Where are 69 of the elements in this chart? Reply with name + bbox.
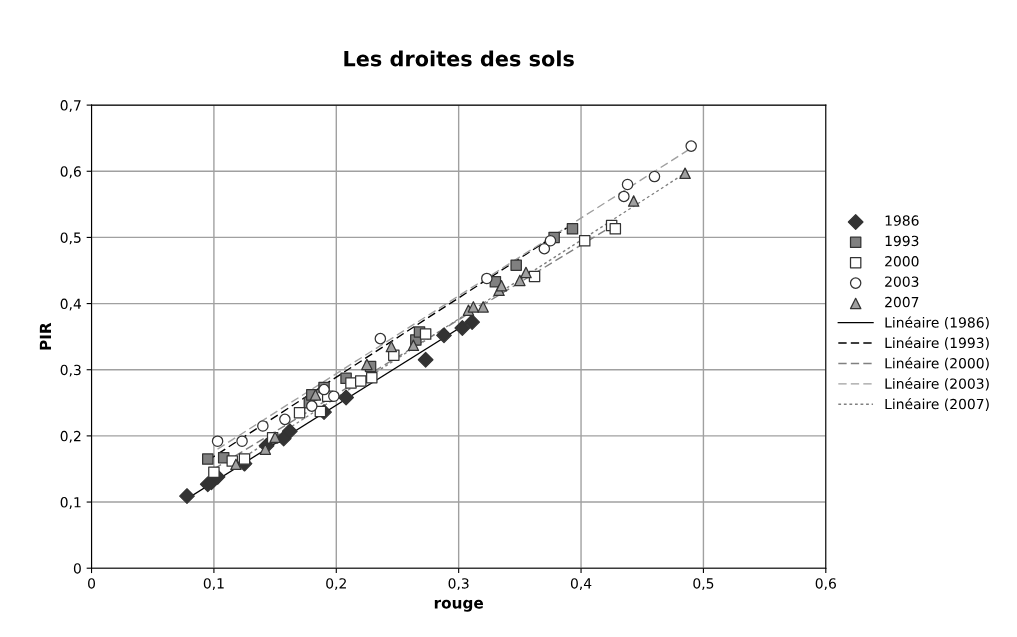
y-tick-label: 0,1 bbox=[60, 497, 81, 509]
point bbox=[477, 301, 489, 313]
point bbox=[211, 435, 224, 447]
point bbox=[514, 274, 526, 287]
point bbox=[328, 390, 340, 402]
point bbox=[419, 328, 432, 340]
point bbox=[578, 234, 591, 247]
point bbox=[454, 320, 471, 336]
point bbox=[627, 195, 640, 207]
y-tick-label: 0,7 bbox=[60, 100, 81, 112]
point bbox=[520, 266, 532, 279]
point bbox=[238, 453, 251, 465]
point bbox=[510, 259, 522, 271]
x-tick-label: 0,1 bbox=[203, 578, 224, 591]
legend-label: Linéaire (1993) bbox=[885, 336, 989, 350]
point bbox=[361, 358, 373, 371]
point bbox=[609, 223, 622, 235]
point bbox=[467, 301, 480, 313]
point bbox=[257, 420, 269, 432]
y-tick-label: 0,5 bbox=[60, 232, 81, 245]
y-tick-label: 0,2 bbox=[60, 430, 81, 443]
point bbox=[464, 314, 481, 331]
point bbox=[374, 332, 387, 345]
point bbox=[436, 327, 452, 344]
point bbox=[407, 339, 420, 352]
chart-title: Les droites des sols bbox=[344, 50, 574, 67]
y-tick-label: 0,4 bbox=[60, 298, 82, 311]
legend-label: Linéaire (2000) bbox=[885, 357, 989, 371]
point bbox=[354, 375, 367, 387]
y-tick-label: 0,6 bbox=[60, 166, 81, 179]
legend-label: Linéaire (2003) bbox=[885, 377, 989, 391]
point bbox=[293, 406, 306, 419]
point bbox=[679, 167, 691, 180]
point bbox=[385, 340, 398, 353]
legend-label: 2003 bbox=[885, 276, 919, 287]
legend-label: 2000 bbox=[885, 256, 919, 267]
point bbox=[481, 272, 493, 285]
legend-label: Linéaire (2007) bbox=[885, 397, 989, 411]
point bbox=[366, 371, 378, 384]
legend-label: 1986 bbox=[885, 215, 919, 226]
y-tick-label: 0,3 bbox=[60, 364, 81, 377]
x-tick-label: 0,3 bbox=[448, 578, 469, 591]
x-tick-label: 0,6 bbox=[815, 578, 836, 591]
point bbox=[618, 190, 630, 203]
point bbox=[566, 223, 579, 235]
point bbox=[279, 413, 291, 426]
legend-label: 2007 bbox=[885, 296, 919, 308]
x-axis-title: rouge bbox=[434, 599, 484, 612]
point bbox=[345, 377, 357, 389]
point bbox=[648, 170, 661, 183]
y-tick-label: 0 bbox=[73, 563, 81, 574]
point bbox=[495, 279, 508, 292]
x-tick-label: 0,2 bbox=[326, 578, 346, 591]
y-axis-title: PIR bbox=[39, 322, 51, 350]
point bbox=[230, 458, 242, 471]
x-tick-label: 0,4 bbox=[570, 578, 592, 591]
point bbox=[544, 234, 557, 247]
x-tick-label: 0 bbox=[88, 578, 96, 589]
point bbox=[179, 488, 195, 505]
x-tick-label: 0,5 bbox=[693, 578, 714, 591]
legend-label: 1993 bbox=[885, 235, 919, 247]
legend-label: Linéaire (1986) bbox=[885, 316, 989, 330]
point bbox=[281, 423, 298, 440]
point bbox=[236, 435, 248, 447]
point bbox=[417, 351, 434, 368]
point bbox=[202, 453, 214, 465]
point bbox=[621, 178, 634, 191]
point bbox=[338, 389, 354, 406]
point bbox=[309, 389, 322, 401]
